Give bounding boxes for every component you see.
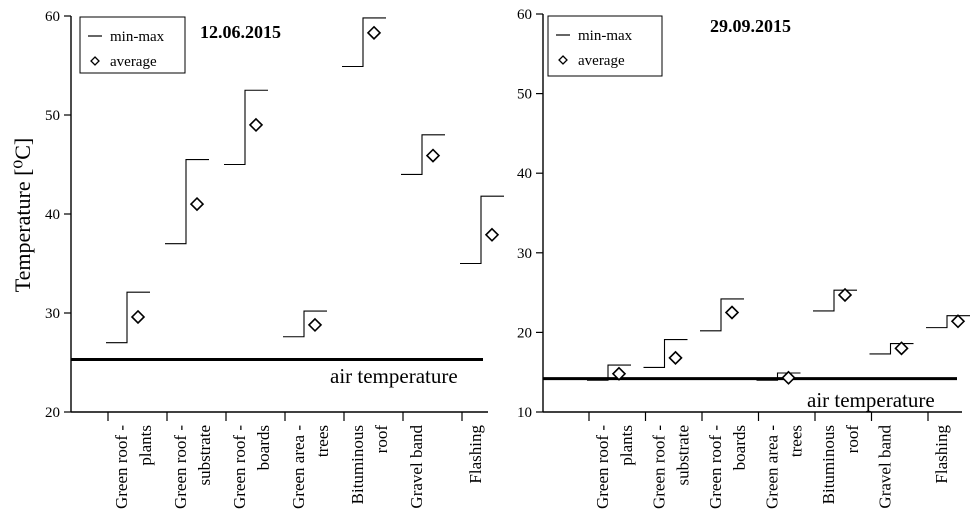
y-tick-label: 30 <box>45 306 60 322</box>
x-category-label: roof <box>843 425 862 454</box>
average-marker <box>248 117 264 133</box>
min-max-marker <box>165 159 209 245</box>
x-category-label: Green roof - <box>650 425 669 509</box>
x-category-label: roof <box>372 425 391 454</box>
y-tick-label: 20 <box>45 405 60 421</box>
average-marker <box>425 148 441 163</box>
average-marker <box>366 25 382 40</box>
legend-box <box>79 16 186 74</box>
x-category-label: Green area - <box>763 425 782 509</box>
min-max-marker <box>283 310 327 338</box>
min-max-marker <box>643 339 688 368</box>
y-tick-label: 10 <box>517 405 532 421</box>
x-category-label: Green roof - <box>706 425 725 509</box>
average-marker <box>189 196 205 212</box>
x-category-label: plants <box>617 425 636 466</box>
min-max-marker <box>401 134 445 175</box>
chart-panel-right: 10 20 30 40 50 60 Green roof - plants Green roof… <box>517 7 970 509</box>
average-marker <box>484 227 500 242</box>
average-marker <box>611 366 627 381</box>
y-tick-label: 60 <box>45 9 60 25</box>
y-tick-label: 40 <box>45 207 60 223</box>
air-temperature-label: air temperature <box>807 388 935 412</box>
x-category-label: plants <box>136 425 155 466</box>
legend-average-symbol <box>558 55 568 65</box>
y-tick-label: 60 <box>517 7 532 23</box>
average-marker <box>894 341 909 356</box>
y-axis-label: Temperature [⁰C] <box>10 138 35 292</box>
x-category-label: Gravel band <box>407 425 426 509</box>
y-tick-label: 50 <box>45 108 60 124</box>
legend-average-symbol <box>90 56 100 66</box>
x-category-label: Green roof - <box>593 425 612 509</box>
min-max-marker <box>224 89 268 166</box>
x-category-label: Flashing <box>466 425 485 484</box>
x-category-label: boards <box>730 425 749 470</box>
y-tick-label: 50 <box>517 87 532 103</box>
average-marker <box>724 305 740 320</box>
average-marker <box>130 309 146 325</box>
legend-min-max-label: min-max <box>578 28 633 44</box>
x-category-label: Green area - <box>289 425 308 509</box>
x-category-label: Bituminous <box>348 425 367 504</box>
average-marker <box>837 287 853 303</box>
legend-average-label: average <box>110 54 157 70</box>
min-max-marker <box>460 195 504 265</box>
min-max-marker <box>700 298 744 332</box>
min-max-marker <box>106 291 150 344</box>
y-tick-label: 30 <box>517 246 532 262</box>
x-category-label: substrate <box>674 425 693 485</box>
y-tick-label: 40 <box>517 166 532 182</box>
x-category-label: Gravel band <box>876 425 895 509</box>
y-tick-label: 20 <box>517 325 532 341</box>
chart-date-title: 12.06.2015 <box>200 22 281 42</box>
average-marker <box>307 317 323 333</box>
x-category-label: trees <box>313 425 332 457</box>
x-category-label: Green roof - <box>112 425 131 509</box>
air-temperature-label: air temperature <box>330 364 458 388</box>
legend-min-max-label: min-max <box>110 29 165 45</box>
legend-average-label: average <box>578 53 625 69</box>
x-category-label: Bituminous <box>819 425 838 504</box>
chart-date-title: 29.09.2015 <box>710 16 791 36</box>
min-max-marker <box>587 364 631 381</box>
x-category-label: substrate <box>195 425 214 485</box>
x-category-label: Green roof - <box>171 425 190 509</box>
legend-box <box>547 15 663 77</box>
chart-panel-left: 20 30 40 50 60 Green roof - plants Green roof -… <box>10 9 504 509</box>
average-marker <box>950 314 966 329</box>
x-category-label: Flashing <box>932 425 951 484</box>
average-marker <box>781 370 796 385</box>
x-category-label: boards <box>254 425 273 470</box>
average-marker <box>668 350 683 366</box>
x-category-label: Green roof - <box>230 425 249 509</box>
x-category-label: trees <box>787 425 806 457</box>
min-max-marker <box>342 17 386 68</box>
